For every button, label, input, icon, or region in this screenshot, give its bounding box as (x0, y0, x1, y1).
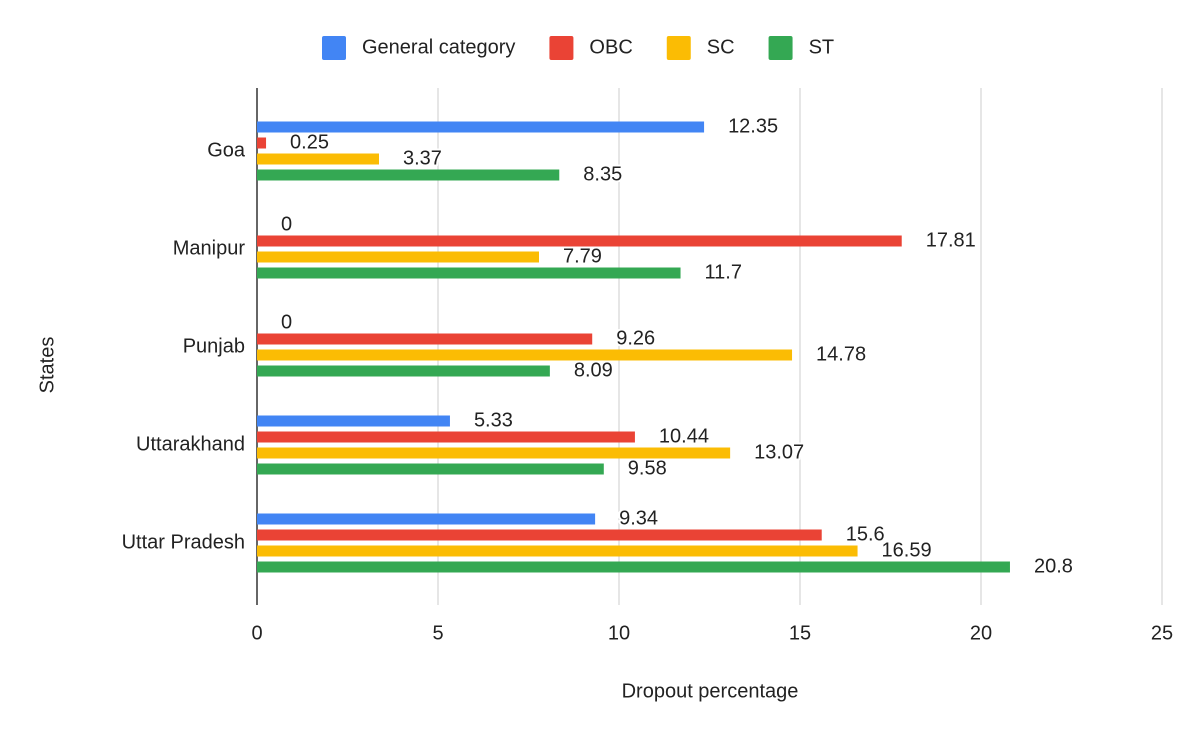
legend-swatch (768, 36, 793, 60)
legend-label: SC (707, 36, 735, 58)
y-tick-label: Goa (207, 139, 246, 161)
x-tick-label: 5 (432, 622, 443, 644)
y-tick-label: Uttarakhand (136, 433, 245, 455)
value-label: 0.25 (290, 131, 329, 153)
bar (257, 349, 793, 361)
bar (257, 267, 681, 279)
bar (257, 545, 858, 557)
bar (257, 333, 593, 345)
bar (257, 137, 267, 149)
bar (257, 513, 596, 525)
x-tick-label: 20 (970, 622, 992, 644)
value-label: 9.26 (616, 327, 655, 349)
x-tick-label: 0 (251, 622, 262, 644)
bar (257, 447, 731, 459)
value-label: 16.59 (882, 539, 932, 561)
bar (257, 415, 450, 427)
y-tick-label: Punjab (183, 335, 245, 357)
x-tick-label: 15 (789, 622, 811, 644)
value-label: 11.7 (705, 261, 742, 283)
bar (257, 251, 539, 263)
legend-swatch (322, 36, 346, 60)
bar (257, 235, 902, 247)
bar (257, 529, 822, 541)
legend-swatch (666, 36, 691, 60)
bar (257, 121, 705, 133)
value-label: 3.37 (403, 147, 442, 169)
bar (257, 431, 635, 443)
value-label: 12.35 (728, 115, 778, 137)
legend-label: General category (362, 36, 515, 58)
x-tick-label: 10 (608, 622, 630, 644)
value-label: 8.35 (583, 163, 622, 185)
x-tick-label: 25 (1151, 622, 1173, 644)
value-label: 20.8 (1034, 555, 1073, 577)
legend-label: OBC (589, 36, 632, 58)
value-label: 0 (281, 311, 292, 333)
bar (257, 365, 550, 377)
bar (257, 169, 560, 181)
y-tick-label: Uttar Pradesh (122, 531, 245, 553)
value-label: 10.44 (659, 425, 709, 447)
value-label: 13.07 (754, 441, 804, 463)
value-label: 7.79 (563, 245, 602, 267)
bar (257, 463, 604, 475)
value-label: 0 (281, 213, 292, 235)
bar (257, 153, 379, 165)
x-axis-title: Dropout percentage (622, 680, 799, 702)
value-label: 17.81 (926, 229, 976, 251)
value-label: 8.09 (574, 359, 613, 381)
legend-swatch (549, 36, 574, 60)
y-axis-title: States (36, 337, 58, 394)
value-label: 14.78 (816, 343, 866, 365)
value-label: 5.33 (474, 409, 513, 431)
legend-label: ST (809, 36, 835, 58)
value-label: 9.58 (628, 457, 667, 479)
value-label: 15.6 (846, 523, 885, 545)
y-tick-label: Manipur (173, 237, 246, 259)
bar (257, 561, 1010, 573)
value-label: 9.34 (619, 507, 658, 529)
